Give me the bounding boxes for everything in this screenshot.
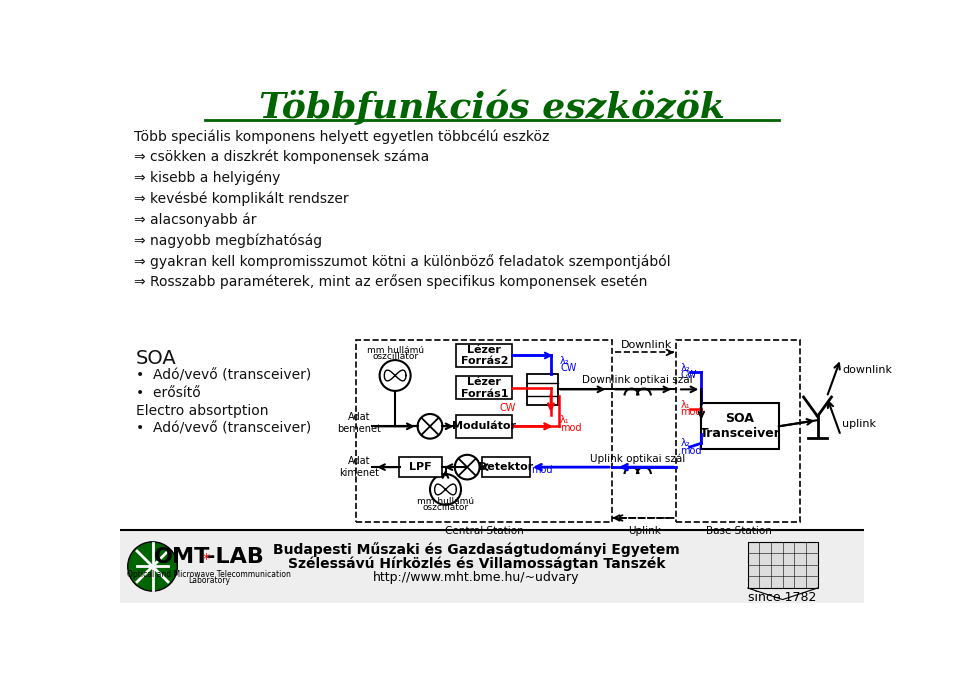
Text: Szélessávú Hírközlés és Villamosságtan Tanszék: Szélessávú Hírközlés és Villamosságtan T… [288, 556, 665, 571]
Text: downlink: downlink [842, 365, 892, 375]
Text: CW: CW [561, 363, 577, 373]
Text: mod: mod [531, 465, 552, 475]
Circle shape [128, 542, 178, 591]
Text: Downlink: Downlink [621, 340, 673, 351]
Text: ⇒ alacsonyabb ár: ⇒ alacsonyabb ár [134, 212, 256, 226]
Text: λ₁: λ₁ [681, 400, 690, 410]
Text: OMT-LAB: OMT-LAB [154, 547, 265, 567]
FancyBboxPatch shape [456, 376, 512, 399]
Text: Adat
kimenet: Adat kimenet [339, 456, 378, 478]
FancyBboxPatch shape [456, 344, 512, 367]
Text: λ₂: λ₂ [681, 438, 690, 448]
Text: λ₂: λ₂ [561, 356, 570, 366]
Text: SOA
Transceiver: SOA Transceiver [700, 412, 780, 440]
Text: Adat
bemenet: Adat bemenet [337, 412, 380, 434]
Text: Uplink: Uplink [628, 525, 661, 536]
Text: Budapesti Műszaki és Gazdaságtudományi Egyetem: Budapesti Műszaki és Gazdaságtudományi E… [274, 542, 680, 557]
FancyBboxPatch shape [482, 457, 530, 477]
Text: CW: CW [681, 370, 697, 380]
Text: mod: mod [681, 407, 702, 418]
Text: Detektor: Detektor [478, 462, 534, 472]
Text: ⇒ kisebb a helyigény: ⇒ kisebb a helyigény [134, 171, 280, 185]
Bar [120, 530, 864, 603]
Text: Lézer
Forrás2: Lézer Forrás2 [461, 344, 508, 366]
Text: Base Station: Base Station [706, 525, 772, 536]
Text: ⇒ csökken a diszkrét komponensek száma: ⇒ csökken a diszkrét komponensek száma [134, 150, 429, 164]
Text: ⇒ kevésbé komplikált rendszer: ⇒ kevésbé komplikált rendszer [134, 191, 348, 206]
Text: LPF: LPF [409, 462, 432, 472]
Text: Central Station: Central Station [444, 525, 523, 536]
Text: oszcillátor: oszcillátor [422, 503, 468, 512]
Text: mm hullámú: mm hullámú [367, 346, 423, 355]
Text: Uplink optikai szál: Uplink optikai szál [590, 454, 685, 464]
Text: mm hullámú: mm hullámú [417, 498, 474, 506]
Text: Electro absortption: Electro absortption [135, 404, 268, 418]
Text: Lézer
Forrás1: Lézer Forrás1 [461, 377, 508, 399]
Text: •  Adó/vevő (transceiver): • Adó/vevő (transceiver) [135, 422, 311, 436]
Text: Downlink optikai szál: Downlink optikai szál [583, 375, 693, 385]
Text: •  Adó/vevő (transceiver): • Adó/vevő (transceiver) [135, 369, 311, 382]
Text: mod: mod [681, 446, 702, 456]
Text: ⇒ Rosszabb paraméterek, mint az erősen specifikus komponensek esetén: ⇒ Rosszabb paraméterek, mint az erősen s… [134, 275, 647, 290]
Text: uplink: uplink [842, 419, 876, 429]
Text: *: * [203, 552, 209, 565]
FancyBboxPatch shape [527, 374, 558, 405]
Text: Optical and Microwave Telecommunication: Optical and Microwave Telecommunication [127, 570, 291, 578]
Text: Többfunkciós eszközök: Többfunkciós eszközök [259, 89, 725, 125]
FancyBboxPatch shape [748, 542, 818, 588]
Text: Több speciális komponens helyett egyetlen többcélú eszköz: Több speciális komponens helyett egyetle… [134, 129, 549, 144]
FancyBboxPatch shape [399, 457, 442, 477]
Text: since 1782: since 1782 [749, 591, 817, 604]
Text: CW: CW [500, 403, 516, 413]
Text: mod: mod [561, 423, 582, 433]
Text: •  erősítő: • erősítő [135, 386, 201, 400]
Text: ⇒ gyakran kell kompromisszumot kötni a különböző feladatok szempontjából: ⇒ gyakran kell kompromisszumot kötni a k… [134, 254, 671, 268]
Text: http://www.mht.bme.hu/~udvary: http://www.mht.bme.hu/~udvary [373, 571, 580, 584]
Text: λ₁: λ₁ [561, 415, 570, 425]
Text: Modulátor: Modulátor [452, 421, 516, 431]
FancyBboxPatch shape [701, 403, 779, 450]
Text: oszcillátor: oszcillátor [372, 352, 419, 361]
Text: SOA: SOA [135, 349, 177, 368]
Text: λ₂: λ₂ [681, 363, 690, 373]
Text: ⇒ nagyobb megbízhatóság: ⇒ nagyobb megbízhatóság [134, 233, 322, 247]
FancyBboxPatch shape [456, 415, 512, 438]
Text: Laboratory: Laboratory [188, 576, 230, 585]
